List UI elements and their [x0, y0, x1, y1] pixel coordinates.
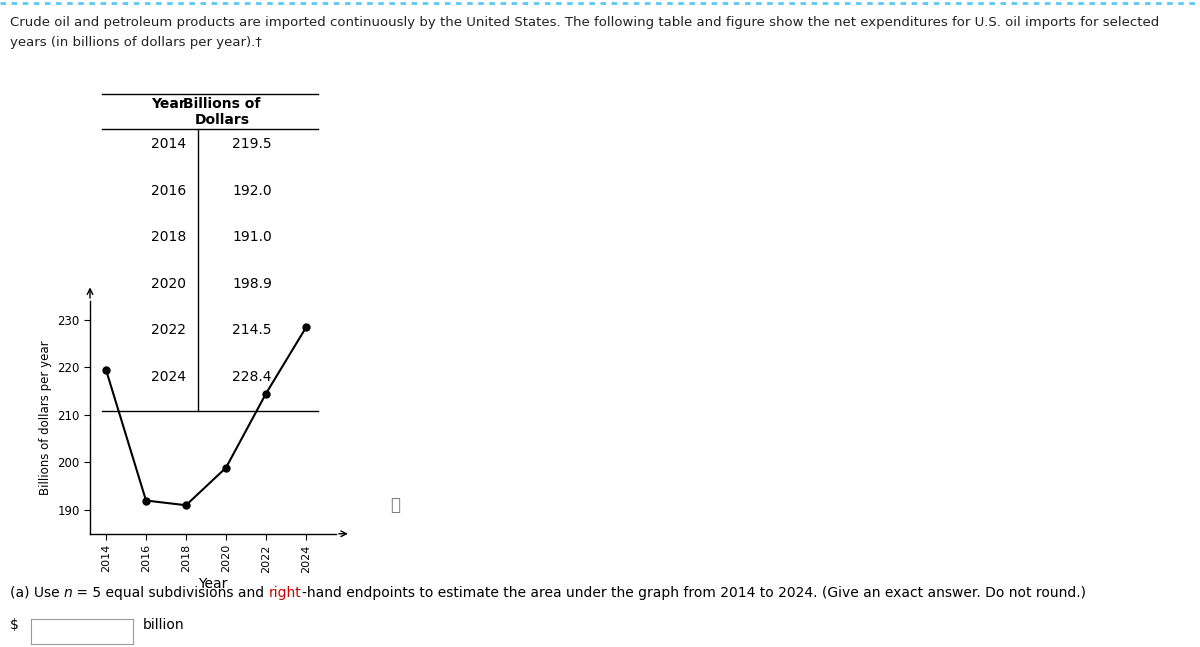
Y-axis label: Billions of dollars per year: Billions of dollars per year	[38, 340, 52, 494]
Text: 228.4: 228.4	[233, 370, 271, 384]
Text: Year: Year	[151, 97, 186, 111]
Text: 2020: 2020	[151, 277, 186, 291]
X-axis label: Year: Year	[198, 576, 228, 591]
Text: 2014: 2014	[151, 137, 186, 151]
Text: n: n	[64, 586, 72, 600]
Text: 219.5: 219.5	[232, 137, 272, 151]
Text: 2024: 2024	[151, 370, 186, 384]
Text: -hand endpoints to estimate the area under the graph from 2014 to 2024. (Give an: -hand endpoints to estimate the area und…	[301, 586, 1086, 600]
Text: years (in billions of dollars per year).†: years (in billions of dollars per year).…	[10, 36, 262, 49]
Text: 192.0: 192.0	[232, 184, 272, 198]
Text: $: $	[10, 618, 18, 632]
Text: Crude oil and petroleum products are imported continuously by the United States.: Crude oil and petroleum products are imp…	[10, 16, 1159, 29]
Text: right: right	[269, 586, 301, 600]
Text: 198.9: 198.9	[232, 277, 272, 291]
Text: 214.5: 214.5	[233, 324, 271, 338]
Text: ⓘ: ⓘ	[390, 496, 400, 514]
Text: 2016: 2016	[151, 184, 186, 198]
Text: (a) Use: (a) Use	[10, 586, 64, 600]
Text: 2018: 2018	[151, 230, 186, 245]
Text: 2022: 2022	[151, 324, 186, 338]
Text: billion: billion	[143, 618, 185, 632]
Text: 191.0: 191.0	[232, 230, 272, 245]
Text: = 5 equal subdivisions and: = 5 equal subdivisions and	[72, 586, 269, 600]
Text: Billions of
Dollars: Billions of Dollars	[184, 97, 260, 127]
